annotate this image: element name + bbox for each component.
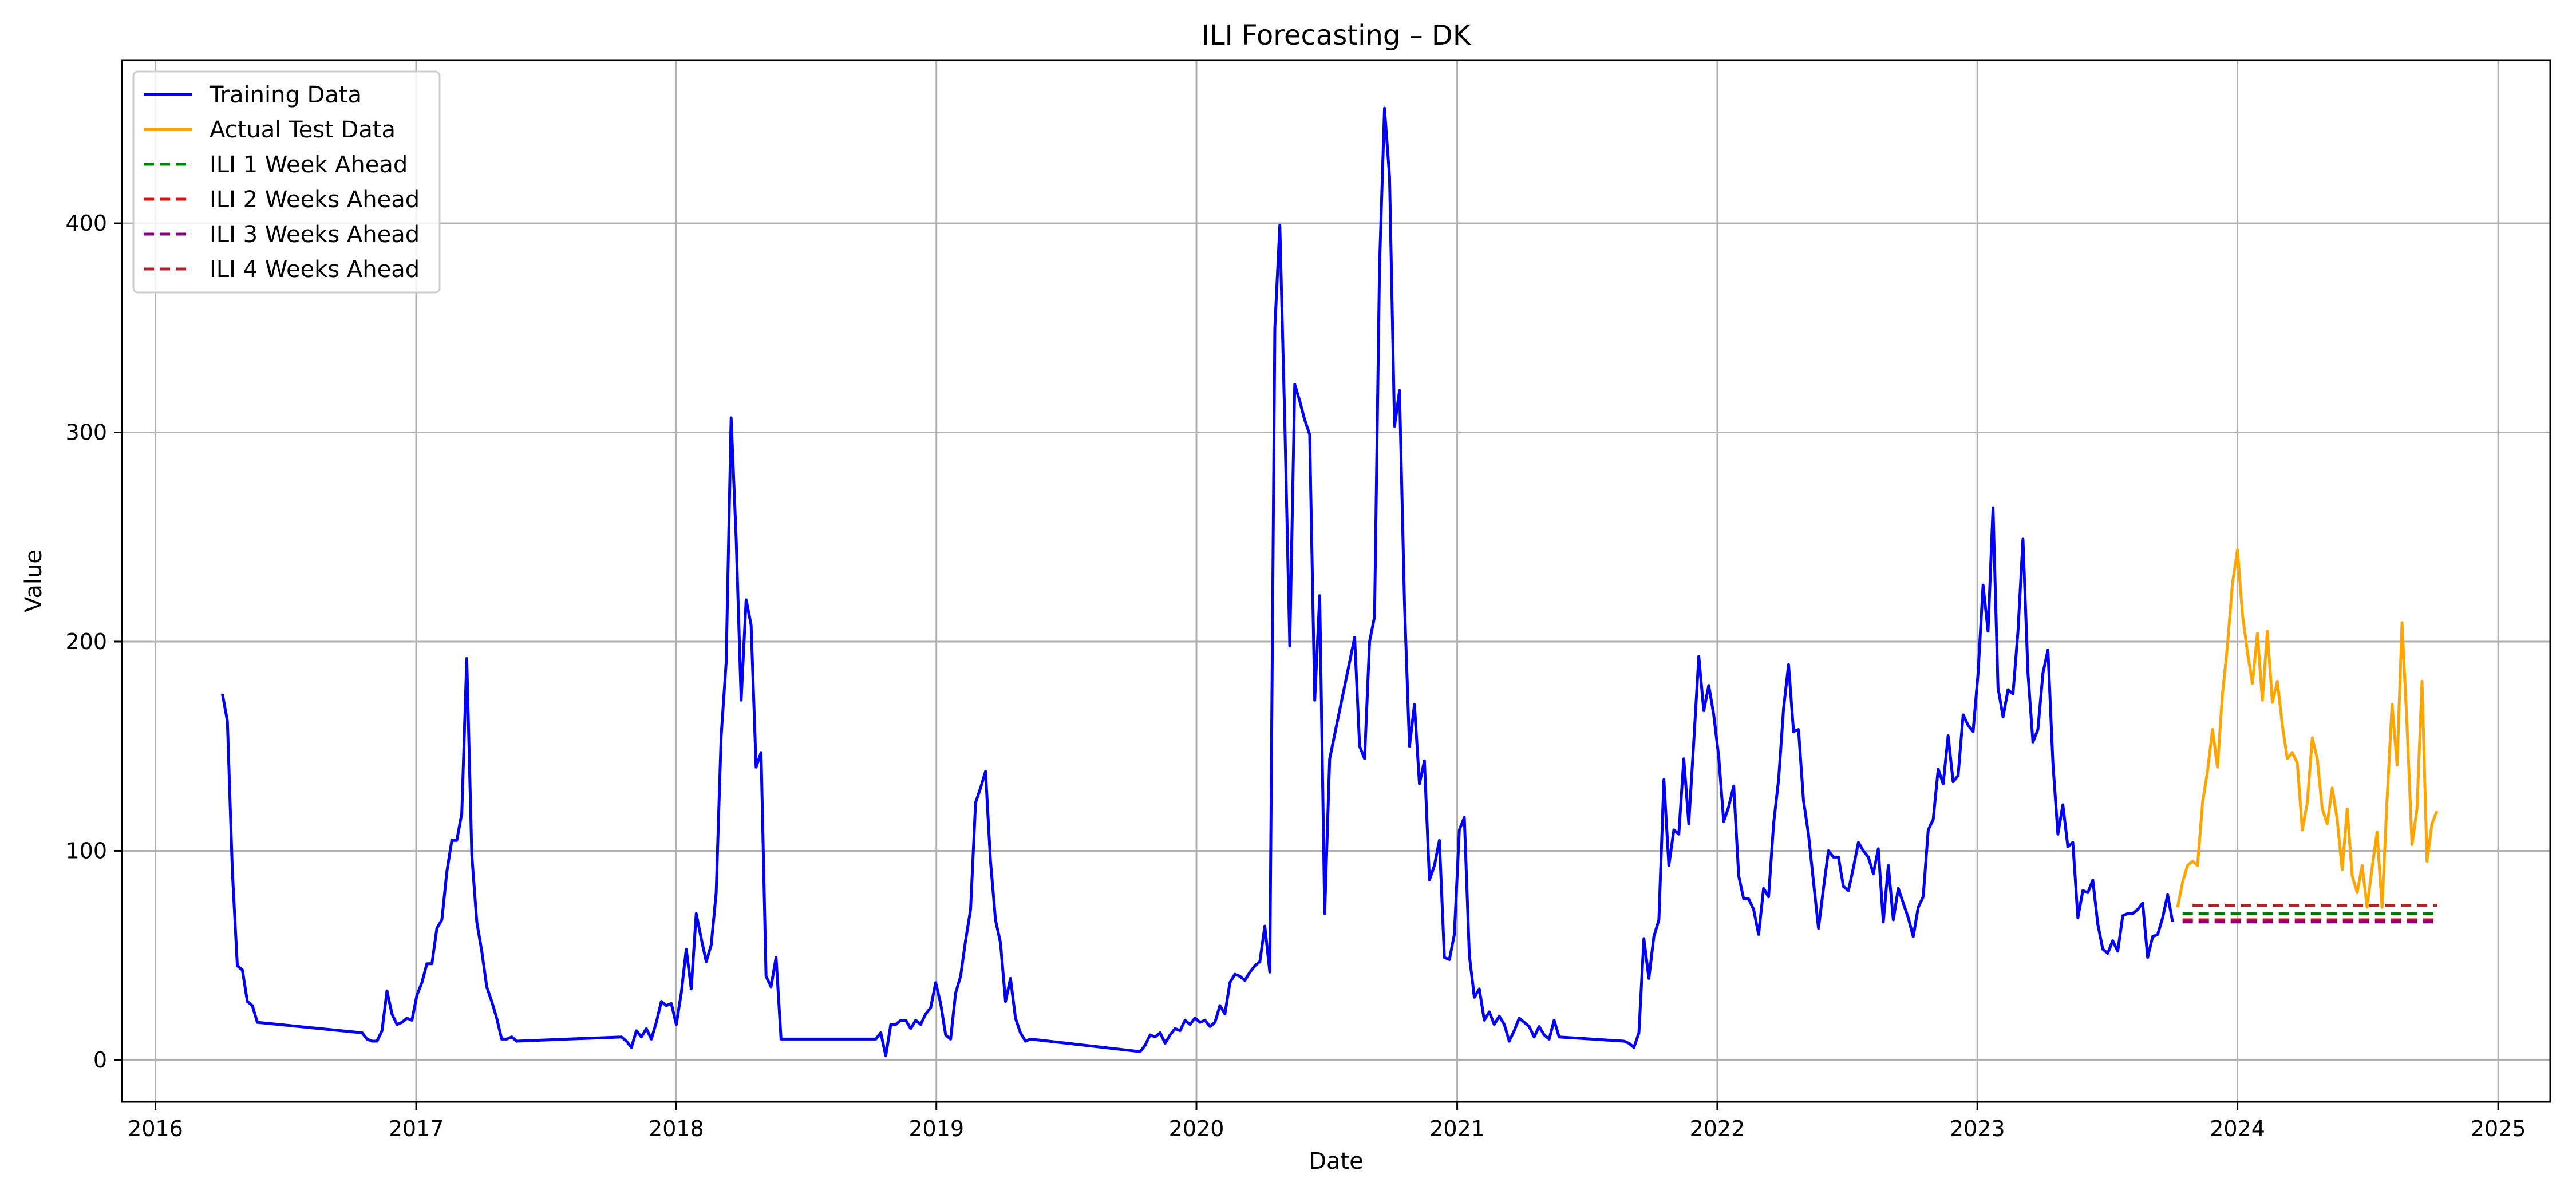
y-tick-label-4: 400 xyxy=(65,211,107,236)
x-tick-label-8: 2024 xyxy=(2210,1116,2265,1141)
x-tick-label-7: 2023 xyxy=(1950,1116,2005,1141)
chart-title: ILI Forecasting – DK xyxy=(1202,19,1472,52)
y-axis-label: Value xyxy=(21,549,47,612)
x-axis-label: Date xyxy=(1309,1148,1364,1175)
series-line-1 xyxy=(2176,548,2439,909)
y-tick-label-0: 0 xyxy=(93,1047,107,1073)
series-layer xyxy=(221,106,2439,1058)
x-tick-label-0: 2016 xyxy=(128,1116,183,1141)
y-axis-ticks: 0 100 200 300 400 xyxy=(65,211,122,1073)
legend-label-4: ILI 3 Weeks Ahead xyxy=(210,222,420,248)
y-tick-label-3: 300 xyxy=(65,420,107,445)
x-tick-label-9: 2025 xyxy=(2471,1116,2526,1141)
legend-label-1: Actual Test Data xyxy=(210,117,396,143)
x-axis-ticks: 2016 2017 2018 2019 2020 2021 2022 2023 2024 2025 xyxy=(128,1102,2526,1141)
y-tick-label-2: 200 xyxy=(65,629,107,654)
x-tick-label-4: 2020 xyxy=(1169,1116,1224,1141)
x-tick-label-2: 2018 xyxy=(649,1116,704,1141)
y-tick-label-1: 100 xyxy=(65,838,107,863)
x-tick-label-5: 2021 xyxy=(1429,1116,1485,1141)
legend-label-2: ILI 1 Week Ahead xyxy=(210,152,408,178)
legend-box xyxy=(132,70,441,294)
legend-label-3: ILI 2 Weeks Ahead xyxy=(210,187,420,213)
x-tick-label-6: 2022 xyxy=(1690,1116,1745,1141)
legend-label-0: Training Data xyxy=(209,82,362,108)
legend-label-5: ILI 4 Weeks Ahead xyxy=(210,256,420,283)
legend: Training Data Actual Test Data ILI 1 Week … xyxy=(132,70,441,294)
x-tick-label-3: 2019 xyxy=(908,1116,964,1141)
grid xyxy=(122,60,2550,1102)
x-tick-label-1: 2017 xyxy=(389,1116,444,1141)
plot-frame xyxy=(121,59,2551,1103)
series-line-0 xyxy=(221,106,2174,1058)
